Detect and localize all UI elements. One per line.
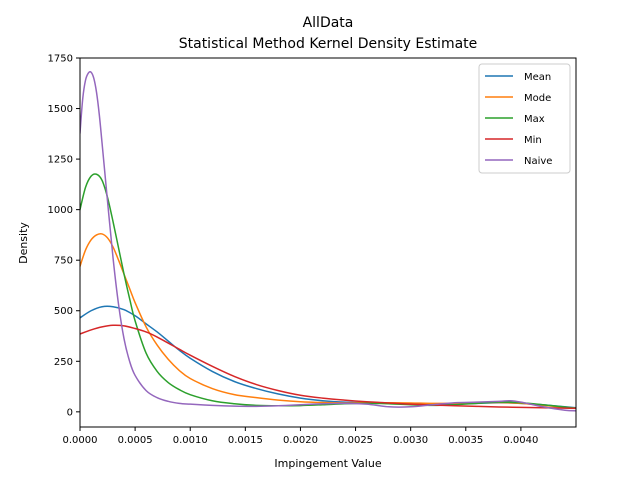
y-tick-label: 750 [54,256,73,267]
legend: Mean Mode Max Min Naive [478,63,571,174]
x-axis: 0.0000 0.0005 0.0010 0.0015 0.0020 0.0025 0.00… [63,427,538,446]
y-tick-label: 1000 [48,205,73,216]
x-tick-label: 0.0020 [283,435,318,446]
legend-label-mean: Mean [524,72,551,83]
series-layer [80,70,576,412]
series-line-mean [80,305,576,409]
legend-label-naive: Naive [524,156,552,167]
legend-label-max: Max [524,114,545,125]
x-tick-label: 0.0000 [63,435,98,446]
y-axis: 0 250 500 750 1000 1250 1500 1750 [48,54,80,418]
y-axis-label: Density [17,222,30,264]
legend-label-mode: Mode [524,93,551,104]
x-tick-label: 0.0005 [118,435,153,446]
x-tick-label: 0.0025 [338,435,373,446]
legend-label-min: Min [524,135,542,146]
y-tick-label: 0 [67,407,73,418]
x-tick-label: 0.0030 [393,435,428,446]
x-tick-label: 0.0010 [173,435,208,446]
series-line-min [80,324,576,410]
legend-box [478,63,571,174]
y-tick-label: 250 [54,357,73,368]
series-line-mode [80,232,576,409]
y-tick-label: 500 [54,306,73,317]
series-line-naive [80,70,576,412]
chart-title-line1: AllData [303,15,354,31]
y-tick-label: 1750 [48,54,73,65]
x-tick-label: 0.0040 [503,435,538,446]
plot-frame [79,57,577,428]
y-tick-label: 1500 [48,104,73,115]
x-tick-label: 0.0035 [448,435,483,446]
series-line-max [80,173,576,409]
x-tick-label: 0.0015 [228,435,263,446]
y-tick-label: 1250 [48,155,73,166]
chart-title-line2: Statistical Method Kernel Density Estima… [179,36,478,52]
x-axis-label: Impingement Value [274,457,381,470]
